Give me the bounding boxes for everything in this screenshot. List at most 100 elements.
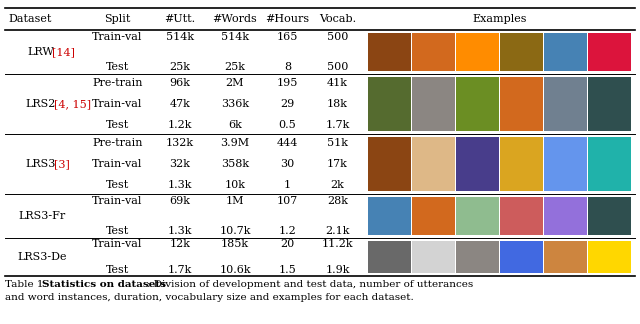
Bar <box>368 197 411 235</box>
Text: 336k: 336k <box>221 99 249 109</box>
Text: 132k: 132k <box>166 138 194 148</box>
Text: [14]: [14] <box>52 47 75 57</box>
Bar <box>544 137 587 191</box>
Text: 165: 165 <box>277 32 298 41</box>
Bar <box>368 33 411 71</box>
Text: 1: 1 <box>284 180 291 190</box>
Text: 28k: 28k <box>327 196 348 206</box>
Text: 17k: 17k <box>327 159 348 169</box>
Text: 514k: 514k <box>166 32 194 41</box>
Text: 2k: 2k <box>331 180 344 190</box>
Bar <box>412 33 455 71</box>
Text: 10.7k: 10.7k <box>220 226 251 237</box>
Bar <box>412 241 455 273</box>
Text: 1.3k: 1.3k <box>168 180 192 190</box>
Text: Test: Test <box>106 180 129 190</box>
Bar <box>368 77 411 131</box>
Bar <box>588 137 631 191</box>
Text: Dataset: Dataset <box>8 14 51 24</box>
Text: 1.2k: 1.2k <box>168 120 192 130</box>
Text: #Utt.: #Utt. <box>164 14 196 24</box>
Bar <box>500 33 543 71</box>
Text: 1.7k: 1.7k <box>168 265 192 275</box>
Bar <box>456 137 499 191</box>
Text: 358k: 358k <box>221 159 249 169</box>
Text: 195: 195 <box>277 78 298 88</box>
Text: #Words: #Words <box>212 14 257 24</box>
Text: 500: 500 <box>327 63 348 72</box>
Text: 1.5: 1.5 <box>278 265 296 275</box>
Text: Train-val: Train-val <box>92 196 143 206</box>
Bar <box>412 77 455 131</box>
Text: LRS3-De: LRS3-De <box>18 252 67 262</box>
Text: LRS2: LRS2 <box>26 99 56 109</box>
Text: 25k: 25k <box>225 63 246 72</box>
Text: Pre-train: Pre-train <box>92 78 143 88</box>
Text: 2M: 2M <box>226 78 244 88</box>
Text: Split: Split <box>104 14 131 24</box>
Text: 25k: 25k <box>170 63 191 72</box>
Text: Table 1:: Table 1: <box>5 280 51 289</box>
Text: 1.3k: 1.3k <box>168 226 192 237</box>
Text: #Hours: #Hours <box>266 14 310 24</box>
Bar <box>588 241 631 273</box>
Text: Train-val: Train-val <box>92 32 143 41</box>
Text: 51k: 51k <box>327 138 348 148</box>
Text: 96k: 96k <box>170 78 191 88</box>
Text: 10k: 10k <box>225 180 246 190</box>
Bar <box>544 197 587 235</box>
Text: 47k: 47k <box>170 99 191 109</box>
Bar <box>544 77 587 131</box>
Bar <box>500 197 543 235</box>
Text: 107: 107 <box>277 196 298 206</box>
Text: Train-val: Train-val <box>92 99 143 109</box>
Bar <box>588 197 631 235</box>
Text: [3]: [3] <box>54 159 70 169</box>
Text: 69k: 69k <box>170 196 191 206</box>
Text: 20: 20 <box>280 239 294 249</box>
Text: LRW: LRW <box>27 47 54 57</box>
Text: : Division of development and test data, number of utterances: : Division of development and test data,… <box>147 280 473 289</box>
Bar <box>544 33 587 71</box>
Text: 30: 30 <box>280 159 294 169</box>
Text: 500: 500 <box>327 32 348 41</box>
Bar <box>588 33 631 71</box>
Bar <box>368 241 411 273</box>
Text: 1.7k: 1.7k <box>325 120 349 130</box>
Text: 18k: 18k <box>327 99 348 109</box>
Bar <box>412 137 455 191</box>
Text: 1.9k: 1.9k <box>325 265 349 275</box>
Bar <box>544 241 587 273</box>
Text: 1.2: 1.2 <box>278 226 296 237</box>
Text: 8: 8 <box>284 63 291 72</box>
Text: [4, 15]: [4, 15] <box>54 99 92 109</box>
Text: Test: Test <box>106 120 129 130</box>
Text: 444: 444 <box>277 138 298 148</box>
Text: Train-val: Train-val <box>92 159 143 169</box>
Text: Vocab.: Vocab. <box>319 14 356 24</box>
Text: Test: Test <box>106 265 129 275</box>
Text: Train-val: Train-val <box>92 239 143 249</box>
Text: 12k: 12k <box>170 239 191 249</box>
Bar <box>588 77 631 131</box>
Text: Pre-train: Pre-train <box>92 138 143 148</box>
Bar <box>456 77 499 131</box>
Text: 6k: 6k <box>228 120 242 130</box>
Text: 514k: 514k <box>221 32 249 41</box>
Text: Test: Test <box>106 226 129 237</box>
Text: 2.1k: 2.1k <box>325 226 349 237</box>
Text: 0.5: 0.5 <box>278 120 296 130</box>
Bar <box>368 137 411 191</box>
Bar <box>412 197 455 235</box>
Text: 1M: 1M <box>226 196 244 206</box>
Text: and word instances, duration, vocabulary size and examples for each dataset.: and word instances, duration, vocabulary… <box>5 293 413 302</box>
Text: LRS3: LRS3 <box>26 159 56 169</box>
Text: 185k: 185k <box>221 239 249 249</box>
Text: LRS3-Fr: LRS3-Fr <box>19 211 66 221</box>
Text: Test: Test <box>106 63 129 72</box>
Bar <box>500 137 543 191</box>
Text: Examples: Examples <box>473 14 527 24</box>
Text: 29: 29 <box>280 99 294 109</box>
Text: Statistics on datasets: Statistics on datasets <box>42 280 166 289</box>
Text: 11.2k: 11.2k <box>322 239 353 249</box>
